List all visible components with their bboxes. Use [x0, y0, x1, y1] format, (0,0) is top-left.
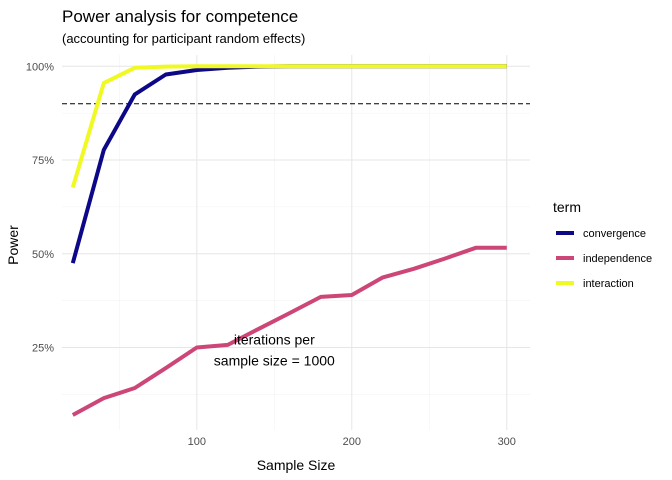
grid: [62, 55, 530, 430]
annotation-line: iterations per: [234, 332, 315, 348]
legend: term convergence independence interaction: [553, 199, 652, 290]
legend-title: term: [553, 199, 581, 215]
annotation-line: sample size = 1000: [214, 353, 335, 369]
y-axis-ticks: 25% 50% 75% 100%: [26, 61, 54, 354]
y-tick-label: 100%: [26, 61, 54, 73]
y-axis-title: Power: [5, 225, 21, 265]
series-line-interaction: [70, 64, 507, 188]
series-lines: [70, 64, 507, 417]
y-tick-label: 75%: [32, 155, 54, 167]
x-tick-label: 200: [343, 436, 361, 448]
chart-subtitle: (accounting for participant random effec…: [62, 31, 305, 46]
y-tick-label: 25%: [32, 343, 54, 355]
annotation: iterations per sample size = 1000: [214, 332, 335, 369]
legend-label-interaction: interaction: [583, 278, 634, 290]
series-line-convergence: [70, 64, 507, 264]
legend-label-independence: independence: [583, 253, 652, 265]
y-tick-label: 50%: [32, 249, 54, 261]
x-axis-ticks: 100 200 300: [188, 436, 516, 448]
legend-label-convergence: convergence: [583, 228, 646, 240]
x-axis-title: Sample Size: [257, 457, 336, 473]
chart-title: Power analysis for competence: [62, 7, 298, 26]
x-tick-label: 100: [188, 436, 206, 448]
series-line-independence: [71, 245, 507, 417]
x-tick-label: 300: [498, 436, 516, 448]
